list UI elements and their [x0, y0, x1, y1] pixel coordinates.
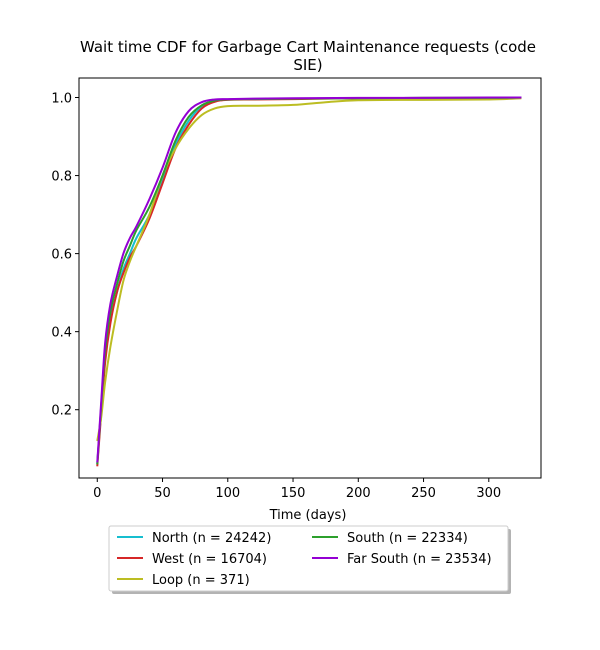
- x-tick-label: 150: [281, 486, 306, 501]
- y-axis: 0.2 0.4 0.6 0.8 1.0: [51, 92, 79, 419]
- y-tick-label: 0.4: [51, 326, 72, 341]
- series-line-2: [96, 96, 522, 467]
- x-axis: 0 50 100 150 200 250 300: [93, 478, 501, 501]
- series-layer: [96, 96, 522, 467]
- legend-label-5: Far South (n = 23534): [347, 552, 492, 567]
- y-tick-label: 0.6: [51, 248, 72, 263]
- x-tick-label: 200: [346, 486, 371, 501]
- y-tick-label: 0.8: [51, 170, 72, 185]
- x-tick-label: 300: [476, 486, 501, 501]
- series-line-4: [96, 96, 522, 465]
- series-line-5: [96, 96, 522, 463]
- legend: North (n = 24242) West (n = 16704) Loop (n…: [117, 531, 492, 588]
- legend-label-4: South (n = 22334): [347, 531, 468, 546]
- legend-label-1: North (n = 24242): [152, 531, 271, 546]
- legend-box: [108, 525, 509, 592]
- y-tick-label: 1.0: [51, 92, 72, 107]
- series-line-1: [96, 96, 522, 465]
- x-axis-label: Time (days): [269, 508, 347, 523]
- x-tick-label: 50: [154, 486, 171, 501]
- x-tick-label: 250: [411, 486, 436, 501]
- legend-label-3: Loop (n = 371): [152, 573, 250, 588]
- chart-title-line-2: SIE): [293, 56, 322, 74]
- plot-area-frame: [78, 77, 542, 479]
- y-tick-label: 0.2: [51, 404, 72, 419]
- series-line-3: [96, 97, 522, 442]
- x-tick-label: 0: [93, 486, 101, 501]
- chart-title-line-1: Wait time CDF for Garbage Cart Maintenan…: [80, 38, 536, 56]
- legend-label-2: West (n = 16704): [152, 552, 267, 567]
- x-tick-label: 100: [215, 486, 240, 501]
